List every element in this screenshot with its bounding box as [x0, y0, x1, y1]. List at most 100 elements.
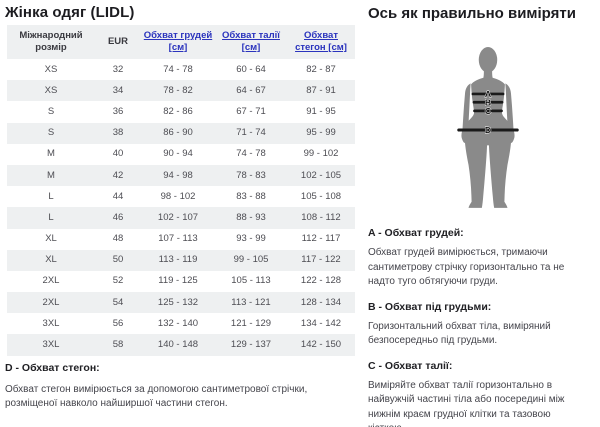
underbust-note-text: Горизонтальний обхват тіла, виміряний бе… — [368, 320, 551, 347]
page-title: Жінка одяг (LIDL) — [5, 4, 135, 21]
right-column: Ось як правильно виміряти — [368, 5, 592, 22]
cell-chest: 78 - 82 — [141, 80, 215, 102]
cell-size: S — [7, 122, 95, 144]
table-row: S 36 82 - 86 67 - 71 91 - 95 — [7, 101, 355, 122]
table-row: L 44 98 - 102 83 - 88 105 - 108 — [7, 186, 355, 207]
cell-eur: 54 — [95, 292, 141, 314]
cell-eur: 56 — [112, 317, 124, 329]
chest-measure-note: A - Обхват грудей: Обхват грудей вимірює… — [368, 227, 589, 290]
cell-chest: 86 - 90 — [141, 122, 215, 144]
table-row: 3XL 56 132 - 140 121 - 129 134 - 142 — [7, 313, 355, 334]
cell-waist: 60 - 64 — [236, 63, 266, 75]
cell-size: XL — [45, 233, 57, 245]
cell-chest: 140 - 148 — [141, 334, 215, 356]
hip-measure-note: D - Обхват стегон: Обхват стегон вимірює… — [5, 362, 357, 411]
measure-band-d — [457, 128, 519, 132]
figure-label-a: A — [485, 89, 492, 99]
table-row: XS 34 78 - 82 64 - 67 87 - 91 — [7, 80, 355, 102]
cell-hips: 102 - 105 — [287, 164, 355, 187]
cell-chest: 113 - 119 — [141, 249, 215, 271]
cell-chest: 119 - 125 — [158, 275, 198, 287]
waist-note-text: Виміряйте обхват талії горизонтально в н… — [368, 379, 565, 427]
cell-chest: 82 - 86 — [163, 105, 193, 117]
table-row: S 38 86 - 90 71 - 74 95 - 99 — [7, 122, 355, 144]
cell-waist: 93 - 99 — [236, 233, 266, 245]
table-row: 3XL 58 140 - 148 129 - 137 142 - 150 — [7, 334, 355, 356]
figure-label-c: C — [485, 106, 492, 116]
cell-waist: 129 - 137 — [215, 334, 287, 356]
size-table: Міжнародний розмір EUR Обхват грудей [см… — [7, 25, 355, 356]
measure-guide-title: Ось як правильно виміряти — [368, 5, 576, 22]
figure-label-d: D — [485, 125, 491, 135]
cell-eur: 48 — [112, 233, 124, 245]
cell-hips: 117 - 122 — [287, 249, 355, 271]
cell-hips: 128 - 134 — [287, 292, 355, 314]
cell-chest: 90 - 94 — [163, 148, 193, 160]
chest-note-text: Обхват грудей вимірюється, тримаючи сант… — [368, 247, 565, 287]
cell-eur: 36 — [112, 105, 124, 117]
table-row: XL 48 107 - 113 93 - 99 112 - 117 — [7, 229, 355, 250]
cell-waist: 64 - 67 — [215, 80, 287, 102]
cell-eur: 32 — [112, 63, 124, 75]
hip-note-heading: D - Обхват стегон: — [5, 361, 100, 374]
waist-note-heading: C - Обхват талії: — [368, 359, 453, 372]
measure-band-b — [472, 100, 504, 104]
cell-waist: 74 - 78 — [236, 148, 266, 160]
figure-label-b: B — [485, 97, 491, 107]
cell-size: M — [47, 148, 55, 160]
table-row: 2XL 54 125 - 132 113 - 121 128 - 134 — [7, 292, 355, 314]
cell-eur: 50 — [95, 249, 141, 271]
cell-hips: 87 - 91 — [287, 80, 355, 102]
cell-eur: 58 — [95, 334, 141, 356]
table-row: M 40 90 - 94 74 - 78 99 - 102 — [7, 144, 355, 165]
cell-chest: 94 - 98 — [141, 164, 215, 187]
cell-size: XS — [7, 80, 95, 102]
column-header-eur: EUR — [95, 25, 141, 59]
left-column: Жінка одяг (LIDL) Міжнародний розмір EUR… — [5, 4, 357, 411]
body-silhouette-figure: A B C D — [455, 46, 521, 212]
cell-chest: 125 - 132 — [141, 292, 215, 314]
cell-eur: 52 — [112, 275, 124, 287]
measure-band-a — [471, 92, 505, 96]
column-header-chest-link[interactable]: Обхват грудей [см] — [141, 25, 215, 59]
body-silhouette-svg: A B C D — [457, 47, 519, 208]
cell-waist: 83 - 88 — [236, 190, 266, 202]
cell-size: L — [7, 207, 95, 229]
waist-measure-note: C - Обхват талії: Виміряйте обхват талії… — [368, 360, 589, 427]
table-row: L 46 102 - 107 88 - 93 108 - 112 — [7, 207, 355, 229]
cell-size: M — [7, 164, 95, 187]
cell-waist: 99 - 105 — [215, 249, 287, 271]
cell-waist: 67 - 71 — [236, 105, 266, 117]
cell-size: XL — [7, 249, 95, 271]
cell-eur: 42 — [95, 164, 141, 187]
cell-eur: 34 — [95, 80, 141, 102]
cell-hips: 95 - 99 — [287, 122, 355, 144]
cell-hips: 105 - 108 — [300, 190, 342, 202]
column-header-hips-link[interactable]: Обхват стегон [см] — [287, 25, 355, 59]
cell-hips: 82 - 87 — [306, 63, 336, 75]
cell-size: 2XL — [7, 292, 95, 314]
cell-chest: 132 - 140 — [157, 317, 199, 329]
table-row: XS 32 74 - 78 60 - 64 82 - 87 — [7, 59, 355, 80]
hip-note-text: Обхват стегон вимірюється за допомогою с… — [5, 383, 308, 409]
cell-waist: 71 - 74 — [215, 122, 287, 144]
cell-waist: 78 - 83 — [215, 164, 287, 187]
cell-size: XS — [44, 63, 58, 75]
table-header-row: Міжнародний розмір EUR Обхват грудей [см… — [7, 25, 355, 59]
cell-hips: 122 - 128 — [300, 275, 342, 287]
column-header-waist-link[interactable]: Обхват талії [см] — [215, 25, 287, 59]
cell-chest: 107 - 113 — [158, 233, 198, 245]
underbust-note-heading: B - Обхват під грудьми: — [368, 300, 492, 313]
cell-size: 3XL — [42, 317, 60, 329]
cell-waist: 105 - 113 — [231, 275, 271, 287]
cell-hips: 99 - 102 — [303, 148, 339, 160]
cell-waist: 121 - 129 — [230, 317, 272, 329]
female-silhouette — [461, 47, 515, 208]
table-row: XL 50 113 - 119 99 - 105 117 - 122 — [7, 249, 355, 271]
cell-hips: 108 - 112 — [287, 207, 355, 229]
measure-band-c — [473, 109, 503, 113]
cell-size: L — [48, 190, 54, 202]
column-header-size: Міжнародний розмір — [7, 25, 95, 59]
cell-chest: 98 - 102 — [160, 190, 196, 202]
